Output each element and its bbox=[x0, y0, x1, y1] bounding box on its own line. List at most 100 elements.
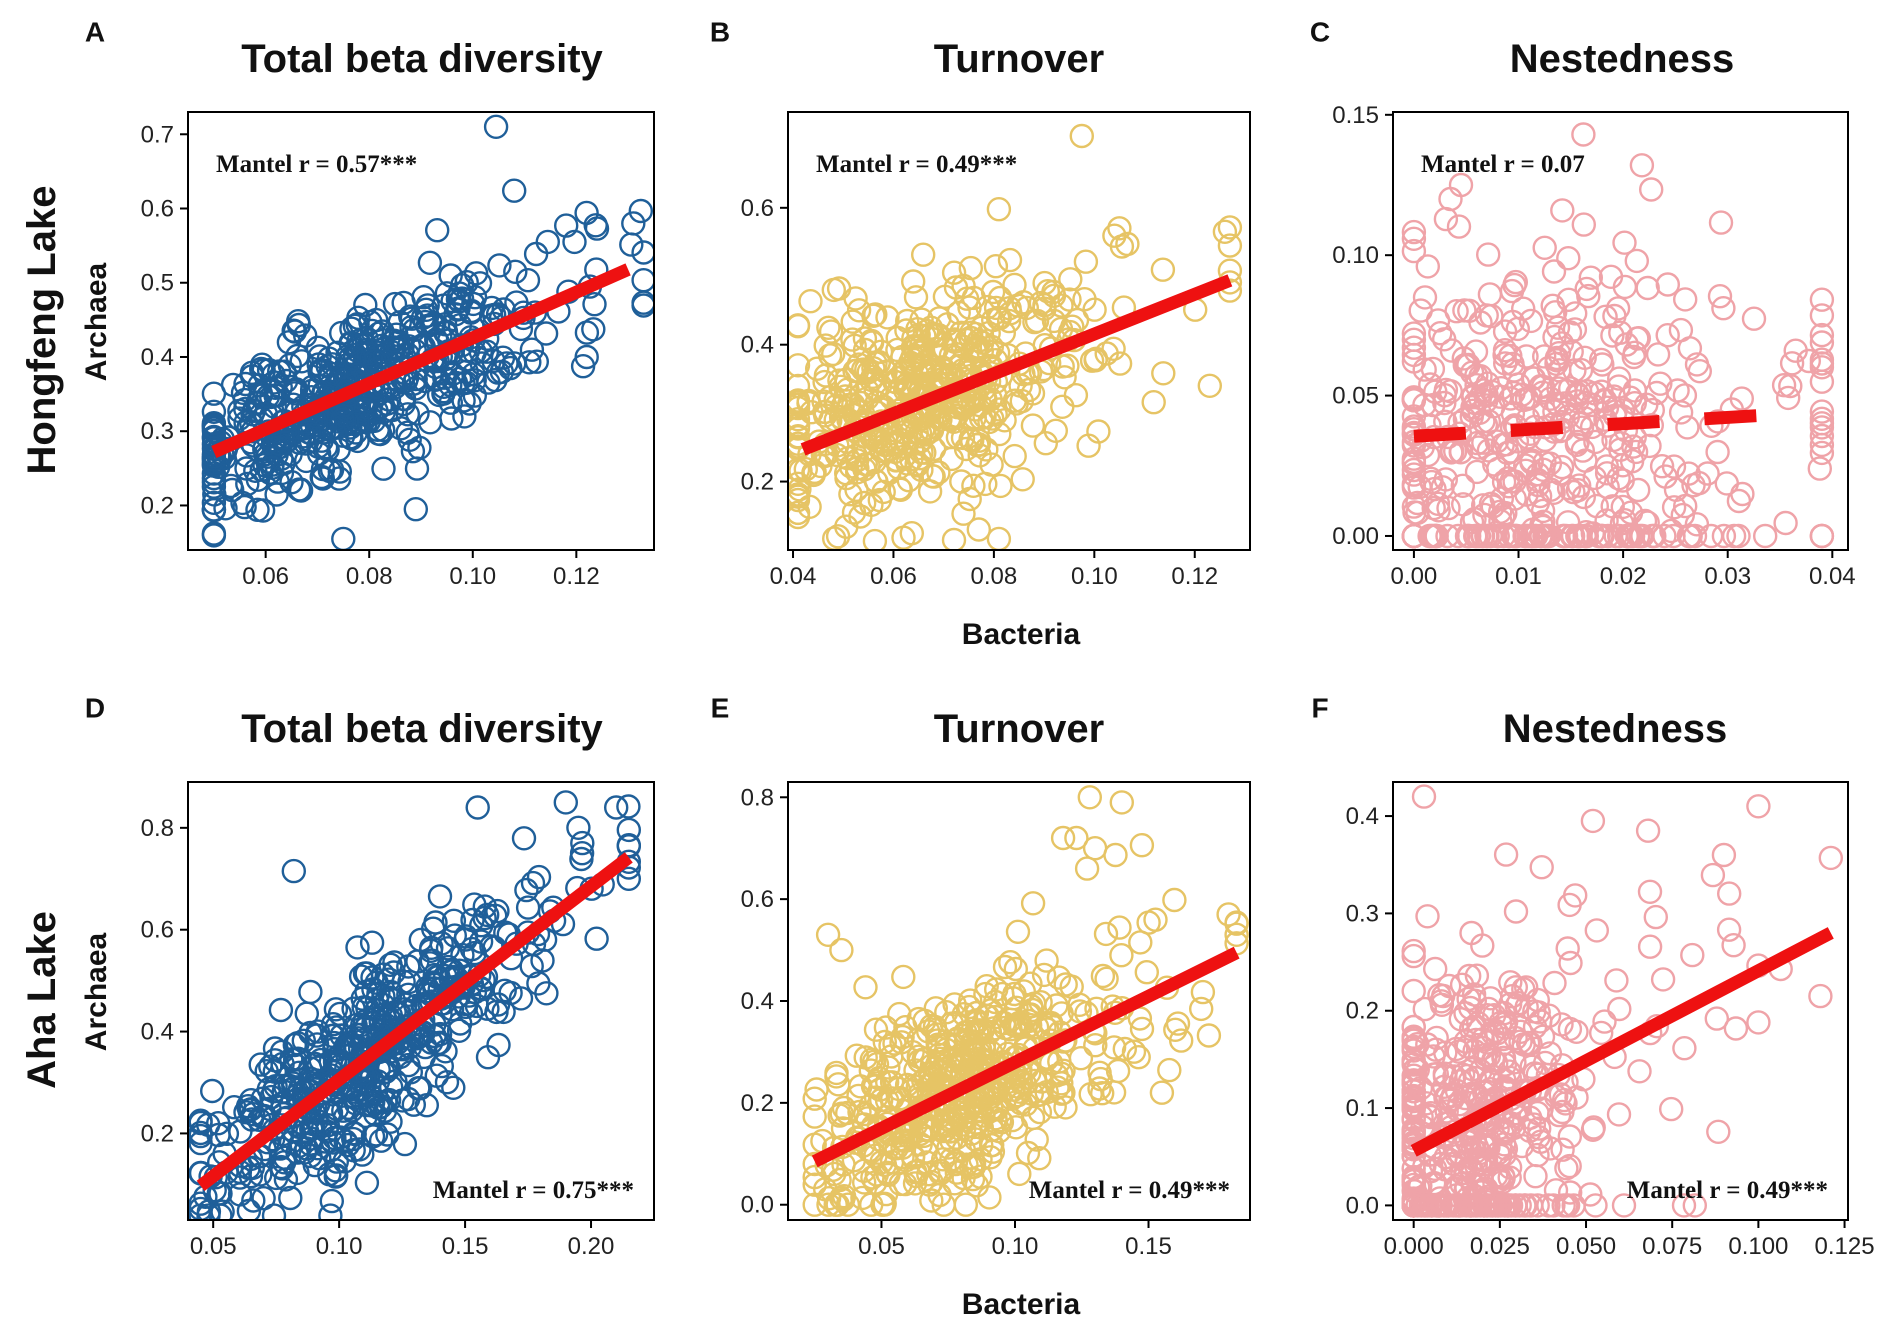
x-tick-label: 0.05 bbox=[190, 1233, 237, 1260]
data-point bbox=[906, 344, 931, 369]
data-point bbox=[354, 1092, 379, 1118]
data-point bbox=[905, 1074, 930, 1099]
data-point bbox=[1809, 423, 1835, 449]
data-point bbox=[354, 1170, 380, 1196]
data-point bbox=[503, 259, 528, 284]
data-point bbox=[1698, 523, 1724, 549]
data-point bbox=[358, 309, 383, 335]
data-point bbox=[302, 1152, 327, 1178]
data-point bbox=[894, 1072, 920, 1098]
data-point bbox=[1531, 344, 1557, 369]
data-point bbox=[305, 335, 331, 360]
data-point bbox=[788, 424, 811, 449]
data-point bbox=[1562, 301, 1588, 326]
data-point bbox=[939, 446, 964, 472]
data-point bbox=[1550, 1099, 1575, 1125]
data-point bbox=[1483, 1163, 1509, 1188]
data-point bbox=[188, 1123, 213, 1149]
data-point bbox=[849, 382, 874, 407]
panel-a-mantel-annotation: Mantel r = 0.57*** bbox=[216, 151, 417, 178]
y-tick-label: 0.4 bbox=[141, 1019, 174, 1046]
data-point bbox=[1483, 1050, 1509, 1076]
data-point bbox=[1548, 1082, 1574, 1107]
data-point bbox=[1614, 332, 1639, 357]
data-point bbox=[1150, 257, 1176, 282]
panel-b-points bbox=[788, 123, 1243, 550]
x-tick-label: 0.025 bbox=[1470, 1233, 1530, 1260]
data-point bbox=[310, 466, 335, 491]
data-point bbox=[983, 1004, 1008, 1030]
data-point bbox=[414, 1092, 439, 1118]
data-point bbox=[1401, 1167, 1426, 1193]
data-point bbox=[1082, 836, 1108, 861]
data-point bbox=[788, 353, 811, 378]
data-point bbox=[1610, 468, 1635, 493]
data-point bbox=[1567, 379, 1593, 404]
data-point bbox=[818, 319, 844, 344]
data-point bbox=[1082, 297, 1107, 322]
data-point bbox=[1600, 323, 1625, 348]
panel-c-points bbox=[1401, 122, 1835, 549]
data-point bbox=[1807, 456, 1833, 481]
x-tick-label: 0.04 bbox=[770, 563, 817, 590]
data-point bbox=[574, 344, 599, 370]
data-point bbox=[1401, 327, 1427, 352]
data-point bbox=[1721, 523, 1747, 549]
data-point bbox=[453, 991, 478, 1017]
data-point bbox=[1419, 1193, 1445, 1218]
data-point bbox=[1592, 1009, 1617, 1034]
data-point bbox=[1455, 1034, 1480, 1059]
data-point bbox=[268, 1154, 294, 1180]
data-point bbox=[584, 926, 609, 951]
data-point bbox=[462, 368, 487, 393]
y-tick-label: 0.4 bbox=[741, 988, 774, 1015]
data-point bbox=[1502, 1050, 1527, 1075]
data-point bbox=[941, 260, 967, 285]
data-point bbox=[381, 328, 407, 353]
data-point bbox=[1808, 983, 1833, 1009]
data-point bbox=[1165, 1011, 1191, 1036]
data-point bbox=[1093, 921, 1119, 947]
data-point bbox=[1004, 391, 1029, 416]
y-tick-label: 0.2 bbox=[141, 492, 174, 519]
data-point bbox=[903, 285, 929, 310]
data-point bbox=[1480, 494, 1506, 519]
data-point bbox=[941, 527, 967, 550]
data-point bbox=[1401, 1105, 1426, 1131]
x-tick-label: 0.01 bbox=[1495, 563, 1542, 590]
data-point bbox=[438, 390, 463, 415]
data-point bbox=[1606, 366, 1632, 391]
data-point bbox=[353, 292, 378, 318]
data-point bbox=[201, 490, 227, 515]
data-point bbox=[1578, 1182, 1603, 1207]
data-point bbox=[463, 261, 489, 286]
data-point bbox=[902, 1171, 928, 1196]
data-point bbox=[1457, 1193, 1482, 1218]
data-point bbox=[1401, 1156, 1426, 1181]
data-point bbox=[1197, 373, 1223, 398]
data-point bbox=[485, 898, 510, 924]
data-point bbox=[411, 1044, 436, 1070]
data-point bbox=[1614, 523, 1639, 549]
data-point bbox=[1446, 1193, 1471, 1218]
data-point bbox=[425, 217, 450, 243]
data-point bbox=[1462, 507, 1487, 532]
data-point bbox=[1704, 1006, 1730, 1031]
data-point bbox=[281, 1076, 306, 1101]
data-point bbox=[320, 352, 345, 377]
data-point bbox=[315, 1112, 340, 1138]
data-point bbox=[846, 1083, 871, 1109]
data-point bbox=[1652, 523, 1677, 549]
data-point bbox=[1007, 1161, 1032, 1187]
data-point bbox=[345, 935, 370, 960]
panel-c-frame bbox=[1392, 111, 1849, 551]
data-point bbox=[582, 292, 607, 317]
data-point bbox=[1009, 1070, 1034, 1095]
data-point bbox=[964, 1008, 989, 1033]
data-point bbox=[891, 964, 916, 990]
data-point bbox=[1498, 970, 1523, 995]
data-point bbox=[277, 353, 302, 378]
data-point bbox=[515, 895, 541, 920]
y-tick-label: 0.6 bbox=[141, 917, 174, 944]
data-point bbox=[307, 344, 332, 369]
